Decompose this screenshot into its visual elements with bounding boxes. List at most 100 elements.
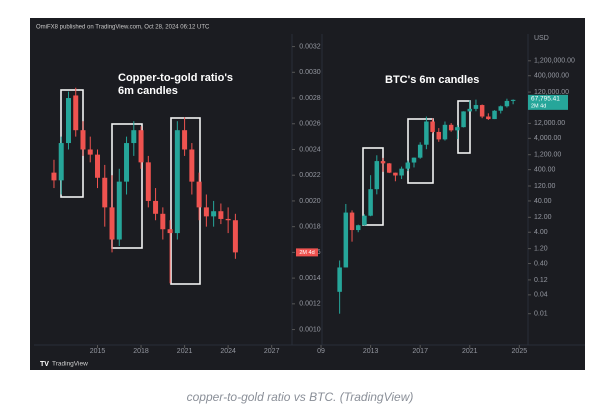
candle-body [405, 162, 411, 169]
candle-body [399, 168, 404, 176]
candle-body [442, 124, 448, 140]
candle-body [492, 110, 497, 120]
annotation: 6m candles [118, 85, 178, 97]
y-tick-label: 0.12 [534, 277, 548, 284]
candle-body [436, 131, 442, 140]
caption: copper-to-gold ratio vs BTC. (TradingVie… [187, 390, 414, 404]
price-tag [528, 94, 568, 110]
candle-body [411, 157, 417, 163]
chart-panel [30, 18, 585, 370]
y-tick-label: 40.00 [534, 198, 552, 205]
candle-body [430, 121, 435, 132]
candle-body [355, 225, 361, 231]
x-tick-label: 2021 [177, 348, 193, 355]
candle-body [51, 172, 57, 181]
publish-header: OmiFX8 published on TradingView.com, Oct… [36, 25, 210, 31]
candle-body [73, 95, 79, 131]
candle-body [504, 100, 510, 107]
annotation: Copper-to-gold ratio's [118, 72, 233, 84]
y-tick-label: 4.00 [534, 229, 548, 236]
countdown-label: 2M 4d [531, 103, 546, 109]
currency-label: USD [534, 35, 549, 42]
candle-body [95, 154, 101, 178]
x-tick-label: 2021 [462, 348, 478, 355]
candle-body [467, 108, 473, 112]
highlight-box [457, 100, 471, 154]
y-tick-label: 0.0026 [299, 121, 321, 128]
candle-body [417, 144, 423, 158]
y-tick-label: 0.0032 [299, 43, 321, 50]
annotation: BTC's 6m candles [385, 74, 479, 86]
y-tick-label: 4,000.00 [534, 135, 561, 142]
candle-body [498, 106, 503, 111]
y-tick-label: 400.00 [534, 166, 556, 173]
candle-body [455, 127, 460, 131]
y-tick-label: 0.0024 [299, 146, 321, 153]
candle-body [160, 213, 166, 230]
candle-body [102, 177, 108, 208]
candle-body [167, 229, 173, 234]
candle-body [211, 211, 217, 217]
y-tick-label: 0.40 [534, 260, 548, 267]
candle-body [138, 130, 144, 163]
candle-body [196, 181, 202, 208]
highlight-box [407, 118, 434, 184]
candle-body [232, 220, 238, 253]
y-tick-label: 12,000.00 [534, 120, 565, 127]
candle-body [218, 211, 224, 219]
x-tick-label: 2025 [512, 348, 528, 355]
candle-body [479, 105, 485, 117]
candle-body [145, 162, 151, 201]
candle-body [393, 172, 398, 176]
candle-body [225, 218, 231, 221]
y-tick-label: 0.0020 [299, 198, 321, 205]
candle-body [380, 161, 386, 164]
y-tick-label: 120,000.00 [534, 89, 569, 96]
candle-body [116, 181, 122, 240]
x-tick-label: 2018 [133, 348, 149, 355]
candle-body [510, 99, 516, 101]
candle-body [189, 149, 195, 182]
candle-body [424, 121, 429, 145]
candle-body [486, 116, 491, 120]
x-tick-label: 2024 [220, 348, 236, 355]
y-tick-label: 1,200,000.00 [534, 58, 575, 65]
candle-body [362, 215, 367, 226]
countdown-label: 2M 4d [299, 250, 314, 256]
candle-body [174, 130, 180, 234]
x-tick-label: 09 [317, 348, 325, 355]
candle-body [374, 161, 380, 190]
candle-body [87, 149, 93, 155]
y-tick-label: 1,200.00 [534, 152, 561, 159]
y-tick-label: 0.0014 [299, 275, 321, 282]
price-tag [296, 248, 318, 257]
y-tick-label: 12.00 [534, 214, 552, 221]
candle-body [153, 200, 159, 214]
y-tick-label: 0.0030 [299, 69, 321, 76]
y-tick-label: 400,000.00 [534, 73, 569, 80]
candle-body [203, 207, 209, 217]
candle-body [461, 111, 466, 128]
y-tick-label: 0.0018 [299, 224, 321, 231]
candle-body [448, 124, 454, 131]
brand: TradingView [52, 361, 88, 368]
candle-body [343, 212, 349, 268]
y-tick-label: 120.00 [534, 183, 556, 190]
candle-body [109, 207, 115, 240]
y-tick-label: 1.20 [534, 245, 548, 252]
y-tick-label: 0.0012 [299, 301, 321, 308]
x-tick-label: 2027 [264, 348, 280, 355]
candle-body [337, 267, 342, 292]
candle-body [386, 163, 392, 173]
candle-body [349, 212, 355, 231]
logo: TV [40, 361, 49, 368]
candle-body [58, 143, 64, 181]
candle-body [473, 105, 479, 109]
x-tick-label: 2015 [90, 348, 106, 355]
highlight-box [362, 147, 384, 226]
candle-body [65, 98, 71, 144]
y-tick-label: 0.0022 [299, 172, 321, 179]
x-tick-label: 2013 [363, 348, 379, 355]
